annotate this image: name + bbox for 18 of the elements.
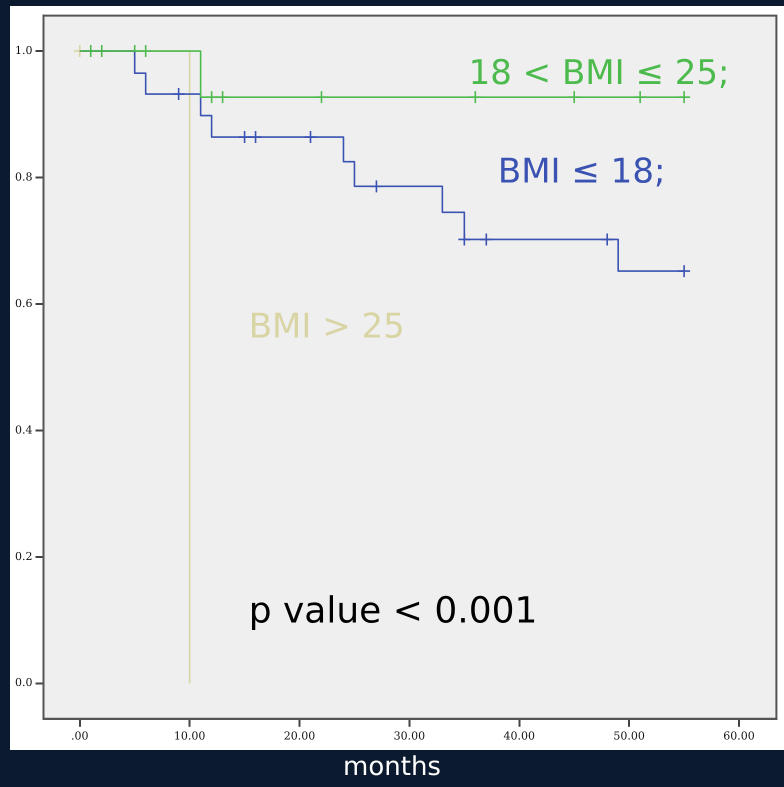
x-tick-label: 20.00 xyxy=(284,729,316,742)
series-label: BMI > 25 xyxy=(248,306,405,346)
series-label: 18 < BMI ≤ 25; xyxy=(468,53,730,94)
y-tick-label: 1.0 xyxy=(14,44,32,57)
x-tick-label: .00 xyxy=(71,729,89,742)
x-tick-label: 60.00 xyxy=(723,729,755,742)
y-tick-label: 0.2 xyxy=(14,550,32,563)
y-tick-label: 0.8 xyxy=(14,170,32,184)
x-tick-label: 50.00 xyxy=(613,729,645,742)
y-tick-label: 0.4 xyxy=(14,423,32,436)
annotation: p value < 0.001 xyxy=(248,590,538,632)
y-tick-label: 0.0 xyxy=(14,676,32,690)
x-tick-label: 30.00 xyxy=(394,729,426,742)
x-tick-label: 10.00 xyxy=(174,729,206,742)
x-axis-title: months xyxy=(342,752,442,782)
series-label: BMI ≤ 18; xyxy=(498,152,666,192)
x-tick-label: 40.00 xyxy=(504,729,536,742)
y-tick-label: 0.6 xyxy=(14,296,32,310)
